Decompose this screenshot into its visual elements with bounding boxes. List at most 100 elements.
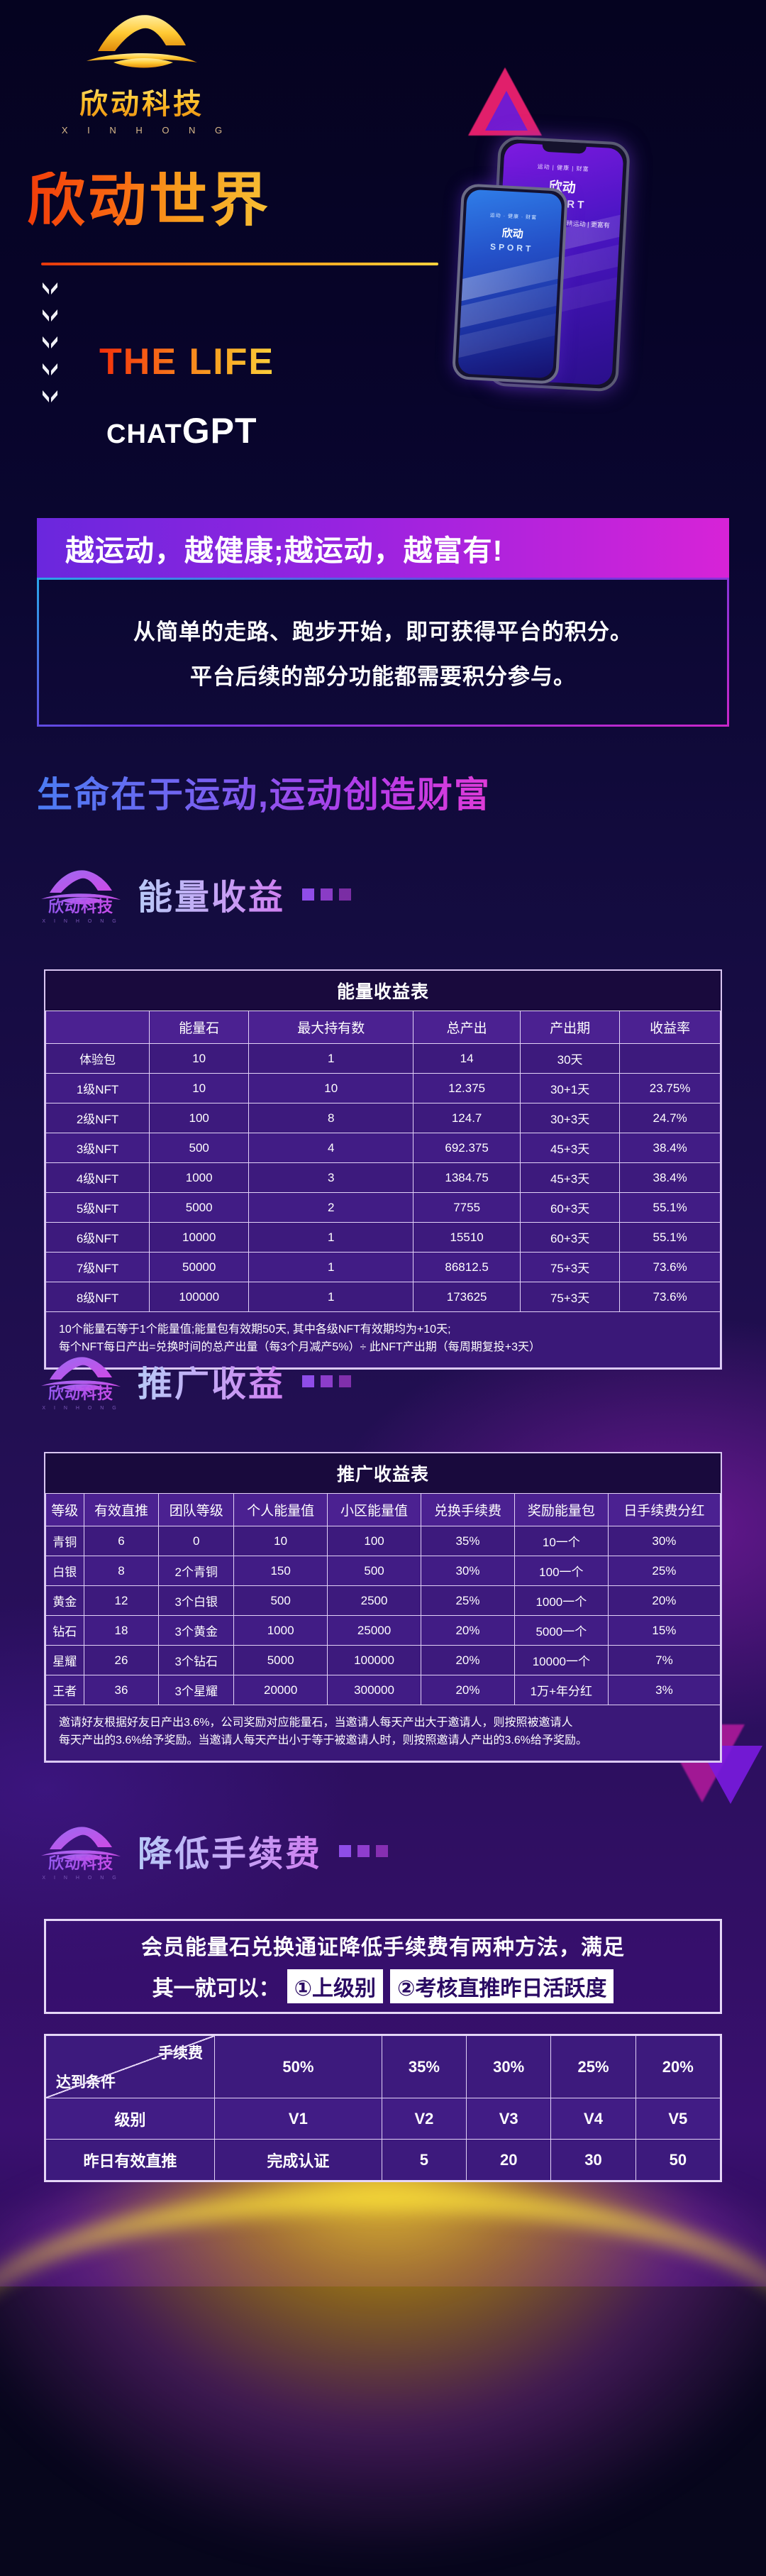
decorative-dots [302,888,352,901]
table-cell: 73.6% [619,1252,721,1282]
column-header: 有效直推 [83,1493,160,1526]
chevron-stack [41,282,70,417]
table-row: 5级NFT 5000 2 7755 60+3天 55.1% [45,1192,721,1223]
table-cell: 45+3天 [520,1162,621,1193]
direct-value-cell: 50 [635,2139,721,2181]
energy-table-header-row: 能量石 最大持有数 总产出 产出期 收益率 [45,1011,721,1044]
phone-notch [542,141,587,154]
phone-front-sport: SPORT [489,241,534,254]
table-cell: 10 [233,1526,328,1556]
decorative-dots [339,1844,389,1857]
page-title: 欣动世界 [27,167,272,234]
table-cell: 14 [413,1043,521,1074]
table-cell: 55.1% [619,1192,721,1223]
slogan-banner: 越运动，越健康;越运动，越富有! [37,518,729,578]
column-header: 兑换手续费 [421,1493,515,1526]
column-header: 等级 [45,1493,84,1526]
promo-table: 等级 有效直推 团队等级 个人能量值 小区能量值 兑换手续费 奖励能量包 日手续费分红 青铜 6… [45,1493,721,1761]
energy-table-caption: 能量收益表 [45,971,721,1011]
table-cell: 10000一个 [514,1645,609,1675]
table-cell: 36 [83,1675,160,1705]
column-header: 个人能量值 [233,1493,328,1526]
table-cell: 124.7 [413,1103,521,1133]
table-cell: 7级NFT [45,1252,150,1282]
table-cell: 35% [421,1526,515,1556]
fee-table-wrapper: 手续费 达到条件 50% 35% 30% 25% 20% 级别 V1 V2 V3 V4 V5 昨日有效直推… [44,2034,722,2182]
fee-table: 手续费 达到条件 50% 35% 30% 25% 20% 级别 V1 V2 V3 V4 V5 昨日有效直推… [45,2035,721,2181]
table-cell: 45+3天 [520,1133,621,1163]
column-header: 团队等级 [158,1493,235,1526]
table-cell: 24.7% [619,1103,721,1133]
direct-value-cell: 30 [550,2139,636,2181]
table-cell: 26 [83,1645,160,1675]
fee-method-prefix: 其一就可以： [152,1977,280,2000]
column-header: 奖励能量包 [514,1493,609,1526]
table-cell: 1 [248,1282,414,1312]
section-title-fee: 降低手续费 [138,1826,322,1876]
table-cell: 100000 [327,1645,421,1675]
table-row: 星耀 26 3个钻石 5000 100000 20% 10000一个 7% [45,1645,721,1675]
level-row-label: 级别 [45,2098,215,2140]
chevron-down-icon [41,390,65,402]
table-row: 体验包 10 1 14 30天 [45,1043,721,1074]
table-cell: 黄金 [45,1585,84,1616]
table-row: 4级NFT 1000 3 1384.75 45+3天 38.4% [45,1162,721,1193]
gpt-suffix: GPT [182,411,257,451]
table-row: 手续费 达到条件 50% 35% 30% 25% 20% [45,2035,721,2098]
table-row: 钻石 18 3个黄金 1000 25000 20% 5000一个 15% [45,1615,721,1646]
phone-front-logo: 欣动 [501,227,524,241]
table-cell: 5000 [233,1645,328,1675]
fee-value-cell: 35% [381,2035,467,2098]
mini-logo-en: X I N H O N G [42,1406,120,1411]
column-header [45,1011,150,1044]
table-cell: 150 [233,1556,328,1586]
fee-table-corner-cell: 手续费 达到条件 [45,2035,215,2098]
table-cell: 15% [607,1615,721,1646]
table-cell: 3 [248,1162,414,1193]
phone-tags: 运动 | 健康 | 财富 [537,163,589,173]
fee-value-cell: 20% [635,2035,721,2098]
table-row: 8级NFT 100000 1 173625 75+3天 73.6% [45,1282,721,1312]
slogan-banner-text: 越运动，越健康;越运动，越富有! [65,534,504,567]
section-header-promo: 欣动科技 X I N H O N G 推广收益 [37,1354,352,1411]
mini-logo-icon: 欣动科技 X I N H O N G [37,1824,125,1881]
table-cell: 86812.5 [413,1252,521,1282]
table-cell: 1 [248,1252,414,1282]
table-cell: 25% [607,1556,721,1586]
table-cell: 3个白银 [158,1585,235,1616]
promo-table-note: 邀请好友根据好友日产出3.6%，公司奖励对应能量石，当邀请人每天产出大于邀请人，… [45,1705,721,1761]
table-cell: 3个星耀 [158,1675,235,1705]
energy-table-note: 10个能量石等于1个能量值;能量包有效期50天, 其中各级NFT有效期均为+10… [45,1311,721,1368]
fee-option-2: ②考核直推昨日活跃度 [390,1969,614,2003]
table-cell: 50000 [149,1252,250,1282]
column-header: 最大持有数 [248,1011,414,1044]
promo-table-header-row: 等级 有效直推 团队等级 个人能量值 小区能量值 兑换手续费 奖励能量包 日手续费分红 [45,1493,721,1526]
table-cell: 5级NFT [45,1192,150,1223]
table-cell: 20000 [233,1675,328,1705]
table-cell: 3个钻石 [158,1645,235,1675]
table-cell: 300000 [327,1675,421,1705]
mini-logo-name: 欣动科技 [37,1851,125,1873]
table-cell: 30+1天 [520,1073,621,1103]
level-cell: V2 [381,2098,467,2140]
mini-logo-en: X I N H O N G [42,1876,120,1881]
table-cell: 60+3天 [520,1192,621,1223]
section-title-energy: 能量收益 [138,869,285,920]
table-cell: 20% [421,1615,515,1646]
table-cell: 25% [421,1585,515,1616]
table-cell: 25000 [327,1615,421,1646]
level-cell: V1 [214,2098,382,2140]
corner-label-top: 手续费 [158,2045,203,2062]
energy-table-wrapper: 能量收益表 能量石 最大持有数 总产出 产出期 收益率 体验包 10 1 14 30天 1级NFT… [44,969,722,1370]
table-row: 2级NFT 100 8 124.7 30+3天 24.7% [45,1103,721,1133]
column-header: 能量石 [149,1011,250,1044]
table-cell: 100 [149,1103,250,1133]
section-title-promo: 推广收益 [138,1356,285,1407]
table-cell: 2 [248,1192,414,1223]
table-cell: 4 [248,1133,414,1163]
decorative-dots [302,1375,352,1387]
column-header: 总产出 [413,1011,521,1044]
table-row: 3级NFT 500 4 692.375 45+3天 38.4% [45,1133,721,1163]
table-cell: 20% [607,1585,721,1616]
table-cell: 10 [149,1073,250,1103]
